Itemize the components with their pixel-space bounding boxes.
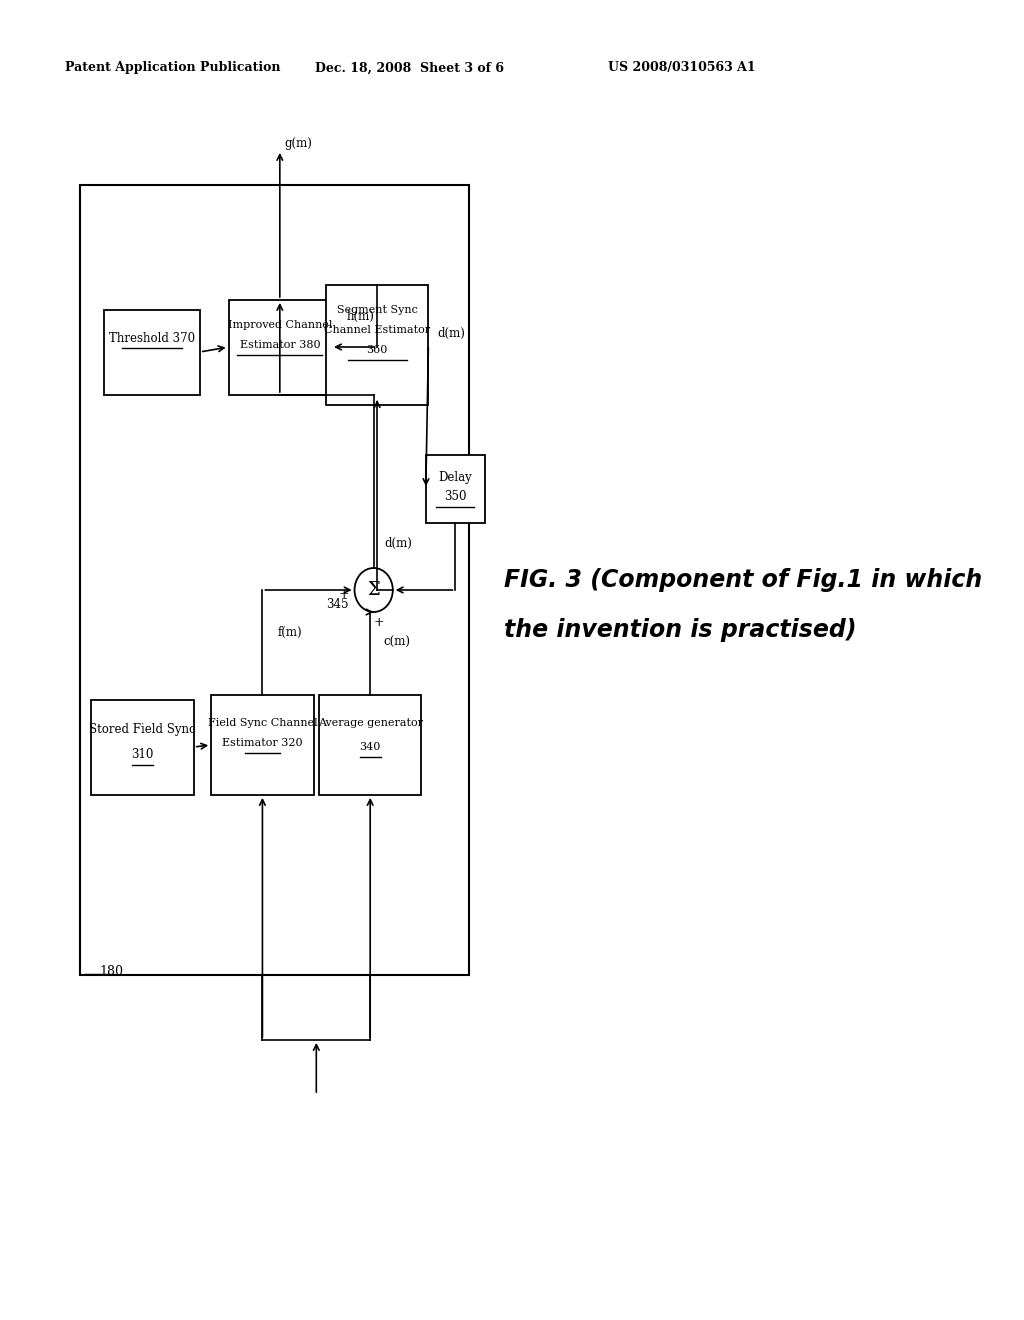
Text: Threshold 370: Threshold 370 [109,331,196,345]
Text: US 2008/0310563 A1: US 2008/0310563 A1 [608,62,756,74]
Bar [80,185,469,975]
Text: Patent Application Publication: Patent Application Publication [66,62,281,74]
Text: Segment Sync: Segment Sync [337,305,418,315]
Bar [326,285,428,405]
Bar [228,300,331,395]
Bar [104,310,200,395]
Text: d(m): d(m) [437,326,465,339]
Text: d(m): d(m) [384,536,412,549]
Text: 340: 340 [359,742,381,752]
Text: c(m): c(m) [383,635,411,648]
Text: 345: 345 [326,598,348,611]
Bar [426,455,485,523]
Text: +: + [339,587,349,601]
Text: Estimator 320: Estimator 320 [222,738,303,748]
Bar [91,700,194,795]
Text: Field Sync Channel: Field Sync Channel [208,718,317,729]
Bar [318,696,422,795]
Text: +: + [374,615,384,628]
Text: 350: 350 [444,491,467,503]
Text: Delay: Delay [438,470,472,483]
Text: Stored Field Sync: Stored Field Sync [89,723,196,737]
Text: Estimator 380: Estimator 380 [240,341,321,350]
Text: f(m): f(m) [279,626,303,639]
Text: Dec. 18, 2008  Sheet 3 of 6: Dec. 18, 2008 Sheet 3 of 6 [315,62,505,74]
Text: Σ: Σ [368,581,380,599]
Text: the invention is practised): the invention is practised) [504,618,856,642]
Text: 360: 360 [367,345,388,355]
Text: FIG. 3 (Component of Fig.1 in which: FIG. 3 (Component of Fig.1 in which [504,568,982,591]
Text: 180: 180 [99,965,123,978]
Text: Improved Channel: Improved Channel [227,319,332,330]
Bar [211,696,313,795]
Text: 310: 310 [131,748,154,762]
Text: Channel Estimator: Channel Estimator [324,325,430,335]
Text: Average generator: Average generator [317,718,423,729]
Text: h(m): h(m) [347,309,375,322]
Text: g(m): g(m) [285,136,312,149]
